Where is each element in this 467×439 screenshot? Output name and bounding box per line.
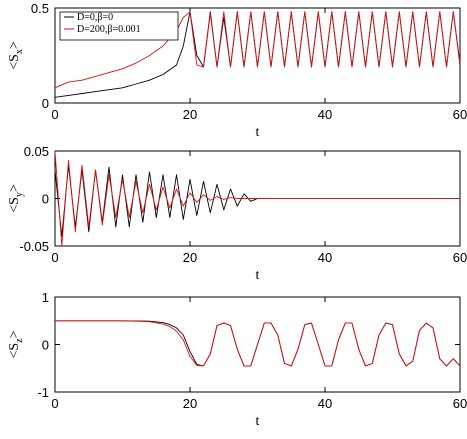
legend-entry-label: D=200,β=0.001 xyxy=(77,24,141,35)
x-tick-label: 0 xyxy=(51,396,58,411)
series-line-1 xyxy=(54,164,460,237)
legend-box xyxy=(59,11,179,41)
series-line-2 xyxy=(54,150,460,247)
series-line-2 xyxy=(55,320,461,367)
x-tick-label: 40 xyxy=(318,250,332,265)
plot-frame xyxy=(54,7,461,104)
x-tick-label: 60 xyxy=(453,250,467,265)
x-tick-label: 0 xyxy=(51,107,58,122)
x-tick-label: 20 xyxy=(183,396,197,411)
x-tick-label: 20 xyxy=(183,107,197,122)
y-tick-label: 0 xyxy=(42,338,49,353)
y-axis-label: <Sx> xyxy=(7,41,25,70)
x-axis-label: t xyxy=(256,125,260,140)
x-tick-label: 60 xyxy=(453,396,467,411)
chart-panel-1: 0 20 40 60 0 0.5 t <Sx> D=0,β=0D=200,β=0.001 xyxy=(7,1,467,140)
x-axis-label: t xyxy=(256,268,260,283)
y-tick-label: 0.05 xyxy=(24,144,49,159)
y-tick-label: 0.5 xyxy=(31,1,49,16)
y-axis-label: <Sy> xyxy=(7,184,25,213)
x-tick-label: 60 xyxy=(453,107,467,122)
y-axis-label: <Sz> xyxy=(7,330,25,358)
legend-entry-label: D=0,β=0 xyxy=(77,12,113,23)
x-tick-label: 20 xyxy=(183,250,197,265)
x-axis-label: t xyxy=(256,414,260,429)
y-tick-label: 0 xyxy=(42,192,49,207)
x-tick-label: 40 xyxy=(318,396,332,411)
x-tick-label: 40 xyxy=(318,107,332,122)
x-tick-label: 0 xyxy=(51,250,58,265)
y-tick-label: 1 xyxy=(42,290,49,305)
y-tick-label: 0 xyxy=(42,96,49,111)
legend: D=0,β=0D=200,β=0.001 xyxy=(59,11,179,41)
y-tick-label: -1 xyxy=(37,385,49,400)
y-tick-label: -0.05 xyxy=(19,239,49,254)
